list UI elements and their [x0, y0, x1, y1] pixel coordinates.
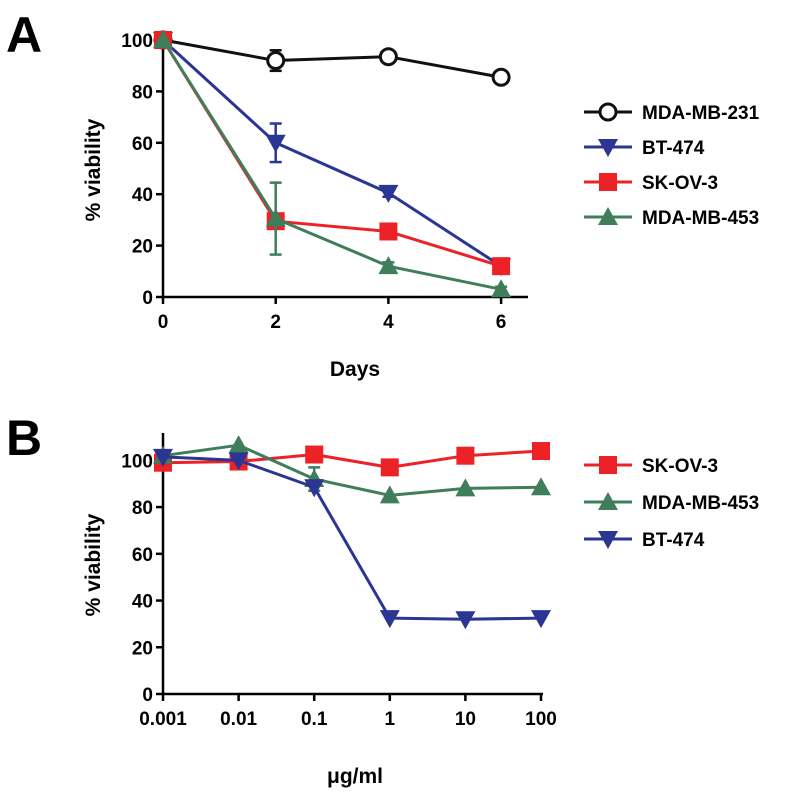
- data-point-mda-mb-453-1: [228, 435, 249, 454]
- y-tick-label-20: 20: [132, 237, 153, 258]
- legend-item-mda-mb-231: MDA-MB-231: [584, 102, 760, 124]
- legend-item-mda-mb-453: MDA-MB-453: [584, 492, 759, 514]
- data-point-mda-mb-453-0: [153, 30, 173, 48]
- panel-b-plot-area: [153, 435, 551, 630]
- x-tick-label-1: 1: [385, 709, 396, 730]
- series-line-bt-474: [161, 38, 502, 268]
- y-tick-label-100: 100: [121, 451, 153, 472]
- legend-marker-sk-ov-3: [599, 173, 617, 191]
- series-mda-mb-453: [153, 435, 551, 504]
- panel-b-y-tick-labels: 0 20 40 60 80 100: [121, 451, 153, 706]
- legend-marker-sk-ov-3: [599, 456, 617, 474]
- panel-b-letter: B: [6, 410, 42, 466]
- panel-a: A 0 20 40 60 80 100 0 2 4 6 % viability Days MDA…: [6, 7, 760, 381]
- panel-a-letter: A: [6, 7, 42, 63]
- data-point-bt-474-3: [379, 610, 400, 629]
- data-point-mda-mb-231-3: [491, 67, 511, 87]
- y-tick-label-40: 40: [132, 185, 153, 206]
- series-mda-mb-453: [153, 30, 512, 298]
- data-point-sk-ov-3-4: [456, 446, 475, 465]
- data-point-mda-mb-453-3: [491, 279, 512, 298]
- x-tick-label-0-1: 0.1: [301, 709, 328, 730]
- data-point-bt-474-4: [455, 611, 476, 630]
- panel-b-y-axis-title: % viability: [82, 513, 105, 616]
- legend-label-bt-474: BT-474: [642, 530, 705, 551]
- y-tick-label-100: 100: [121, 31, 153, 52]
- panel-a-x-tick-labels: 0 2 4 6: [158, 312, 507, 333]
- data-point-sk-ov-3-3: [492, 257, 511, 276]
- data-point-sk-ov-3-5: [532, 442, 550, 461]
- panel-a-plot-area: [153, 30, 512, 298]
- legend-item-sk-ov-3: SK-OV-3: [584, 456, 718, 477]
- y-tick-label-0: 0: [142, 685, 153, 706]
- data-point-bt-474-1: [265, 134, 286, 153]
- panel-b: B 0 20 40 60 80 100 0.001 0.01 0.1 1 10 100 % viab…: [6, 410, 759, 788]
- legend-item-bt-474: BT-474: [584, 138, 705, 159]
- data-point-mda-mb-453-4: [455, 478, 476, 497]
- x-tick-label-4: 4: [383, 312, 394, 333]
- data-point-bt-474-2: [304, 479, 325, 498]
- y-tick-label-80: 80: [132, 498, 153, 519]
- panel-a-y-tick-labels: 0 20 40 60 80 100: [121, 31, 153, 309]
- legend-marker-mda-mb-453: [598, 207, 618, 225]
- legend-marker-mda-mb-453: [598, 492, 618, 510]
- panel-a-axes: [156, 36, 528, 304]
- series-mda-mb-231: [153, 30, 511, 87]
- y-tick-label-60: 60: [132, 134, 153, 155]
- x-tick-label-2: 2: [270, 312, 281, 333]
- data-point-sk-ov-3-2: [305, 445, 324, 464]
- series-bt-474: [153, 448, 551, 630]
- data-point-sk-ov-3-3: [380, 458, 399, 477]
- data-point-mda-mb-453-1: [265, 208, 286, 227]
- x-tick-label-0-001: 0.001: [139, 709, 187, 730]
- panel-a-legend: MDA-MB-231 BT-474 SK-OV-3 MDA-MB-453: [584, 102, 760, 229]
- x-tick-label-10: 10: [455, 709, 476, 730]
- y-tick-label-40: 40: [132, 592, 153, 613]
- data-point-mda-mb-453-2: [378, 256, 399, 275]
- legend-item-bt-474: BT-474: [584, 530, 705, 551]
- data-point-mda-mb-231-2: [378, 47, 398, 67]
- series-line-bt-474: [162, 455, 542, 621]
- data-point-mda-mb-453-3: [379, 485, 400, 504]
- x-tick-label-100: 100: [525, 709, 557, 730]
- series-line-sk-ov-3: [162, 449, 542, 469]
- legend-label-mda-mb-453: MDA-MB-453: [642, 208, 759, 229]
- data-point-bt-474-2: [378, 184, 399, 203]
- legend-marker-mda-mb-231: [598, 102, 618, 122]
- data-point-mda-mb-453-5: [531, 477, 551, 496]
- y-tick-label-0: 0: [142, 288, 153, 309]
- series-line-mda-mb-231: [162, 38, 502, 79]
- x-tick-label-6: 6: [496, 312, 507, 333]
- data-point-bt-474-0: [153, 448, 173, 467]
- legend-label-sk-ov-3: SK-OV-3: [642, 456, 718, 477]
- panel-b-x-axis-title: μg/ml: [327, 765, 383, 788]
- legend-item-sk-ov-3: SK-OV-3: [584, 173, 718, 194]
- legend-item-mda-mb-453: MDA-MB-453: [584, 207, 759, 229]
- data-point-bt-474-5: [531, 610, 551, 629]
- legend-label-mda-mb-231: MDA-MB-231: [642, 103, 760, 124]
- data-point-bt-474-1: [228, 452, 249, 471]
- panel-b-axes: [156, 433, 543, 701]
- y-tick-label-80: 80: [132, 82, 153, 103]
- y-tick-label-20: 20: [132, 638, 153, 659]
- panel-b-x-tick-labels: 0.001 0.01 0.1 1 10 100: [139, 709, 557, 730]
- series-line-mda-mb-453: [161, 39, 502, 291]
- data-point-sk-ov-3-2: [379, 222, 398, 241]
- legend-marker-bt-474: [598, 531, 618, 549]
- series-line-mda-mb-453: [162, 443, 542, 497]
- legend-label-sk-ov-3: SK-OV-3: [642, 173, 718, 194]
- panel-a-x-axis-title: Days: [330, 358, 380, 381]
- panel-b-legend: SK-OV-3 MDA-MB-453 BT-474: [584, 456, 759, 551]
- x-tick-label-0-01: 0.01: [220, 709, 257, 730]
- legend-label-mda-mb-453: MDA-MB-453: [642, 493, 759, 514]
- panel-a-y-axis-title: % viability: [82, 118, 105, 221]
- data-point-mda-mb-231-1: [266, 51, 286, 71]
- x-tick-label-0: 0: [158, 312, 169, 333]
- legend-label-bt-474: BT-474: [642, 138, 705, 159]
- y-tick-label-60: 60: [132, 545, 153, 566]
- legend-marker-bt-474: [598, 139, 618, 157]
